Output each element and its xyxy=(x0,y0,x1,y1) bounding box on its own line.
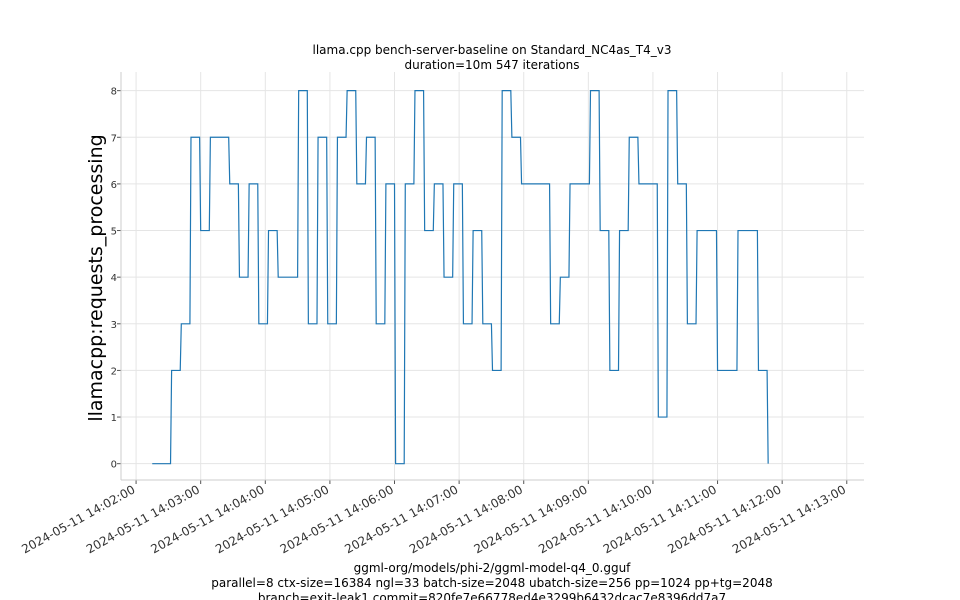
y-tick-label: 5 xyxy=(111,227,117,238)
x-axis-label-line-2: parallel=8 ctx-size=16384 ngl=33 batch-s… xyxy=(211,576,772,590)
x-tick-label: 2024-05-11 14:07:00 xyxy=(342,482,460,556)
grid xyxy=(121,72,864,480)
x-tick-label: 2024-05-11 14:11:00 xyxy=(601,482,719,556)
x-axis-label-line-3: branch=exit-leak1 commit=820fe7e66778ed4… xyxy=(258,591,726,600)
x-tick-label: 2024-05-11 14:13:00 xyxy=(730,482,848,556)
chart-subtitle: duration=10m 547 iterations xyxy=(405,58,580,72)
y-tick-label: 6 xyxy=(111,180,117,191)
y-tick-label: 2 xyxy=(111,366,117,377)
x-tick-label: 2024-05-11 14:04:00 xyxy=(148,482,266,556)
y-tick-label: 4 xyxy=(111,273,117,284)
y-tick-label: 1 xyxy=(111,413,117,424)
x-tick-label: 2024-05-11 14:03:00 xyxy=(84,482,202,556)
y-tick-label: 3 xyxy=(111,320,117,331)
y-tick-label: 7 xyxy=(111,133,117,144)
series-line xyxy=(152,90,769,465)
x-tick-label: 2024-05-11 14:05:00 xyxy=(213,482,331,556)
y-axis-label: llamacpp:requests_processing xyxy=(85,134,107,421)
y-tick-label: 8 xyxy=(111,87,117,98)
x-tick-label: 2024-05-11 14:12:00 xyxy=(665,482,783,556)
series-layer xyxy=(152,90,769,465)
y-tick-label: 0 xyxy=(111,460,117,471)
x-tick-label: 2024-05-11 14:08:00 xyxy=(407,482,525,556)
chart-title: llama.cpp bench-server-baseline on Stand… xyxy=(313,43,672,57)
text-layer: llama.cpp bench-server-baseline on Stand… xyxy=(85,43,773,600)
x-tick-label: 2024-05-11 14:06:00 xyxy=(278,482,396,556)
x-tick-label: 2024-05-11 14:02:00 xyxy=(19,482,137,556)
x-axis-label-line-1: ggml-org/models/phi-2/ggml-model-q4_0.gg… xyxy=(354,561,632,575)
x-tick-label: 2024-05-11 14:10:00 xyxy=(536,482,654,556)
x-tick-label: 2024-05-11 14:09:00 xyxy=(472,482,590,556)
